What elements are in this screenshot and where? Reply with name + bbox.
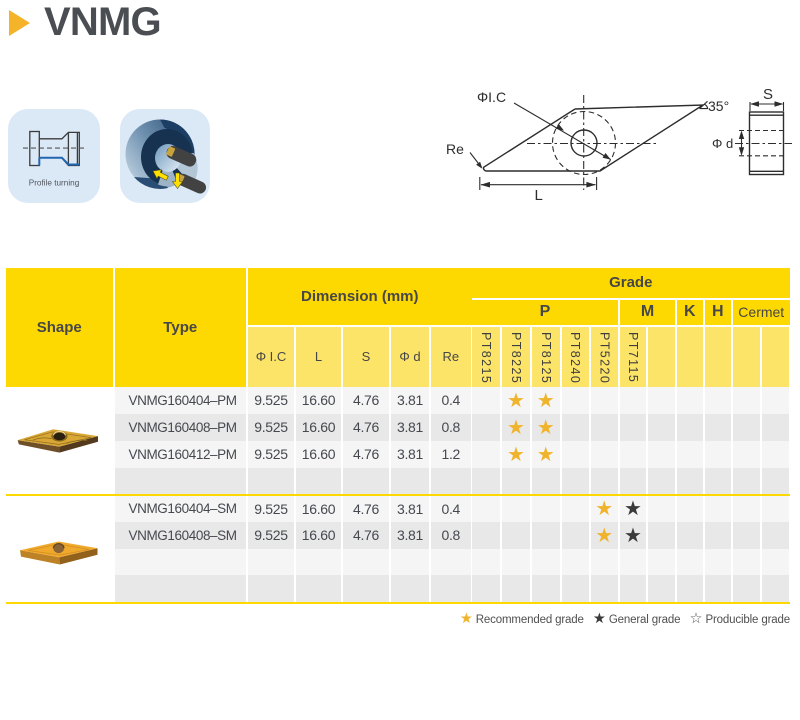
svg-text:Re: Re — [446, 141, 464, 157]
svg-text:L: L — [535, 187, 543, 204]
svg-text:S: S — [763, 86, 773, 103]
svg-text:Φ d: Φ d — [712, 136, 733, 151]
svg-text:ΦI.C: ΦI.C — [477, 89, 506, 105]
svg-text:35°: 35° — [708, 98, 729, 114]
svg-text:Profile turning: Profile turning — [29, 179, 80, 188]
